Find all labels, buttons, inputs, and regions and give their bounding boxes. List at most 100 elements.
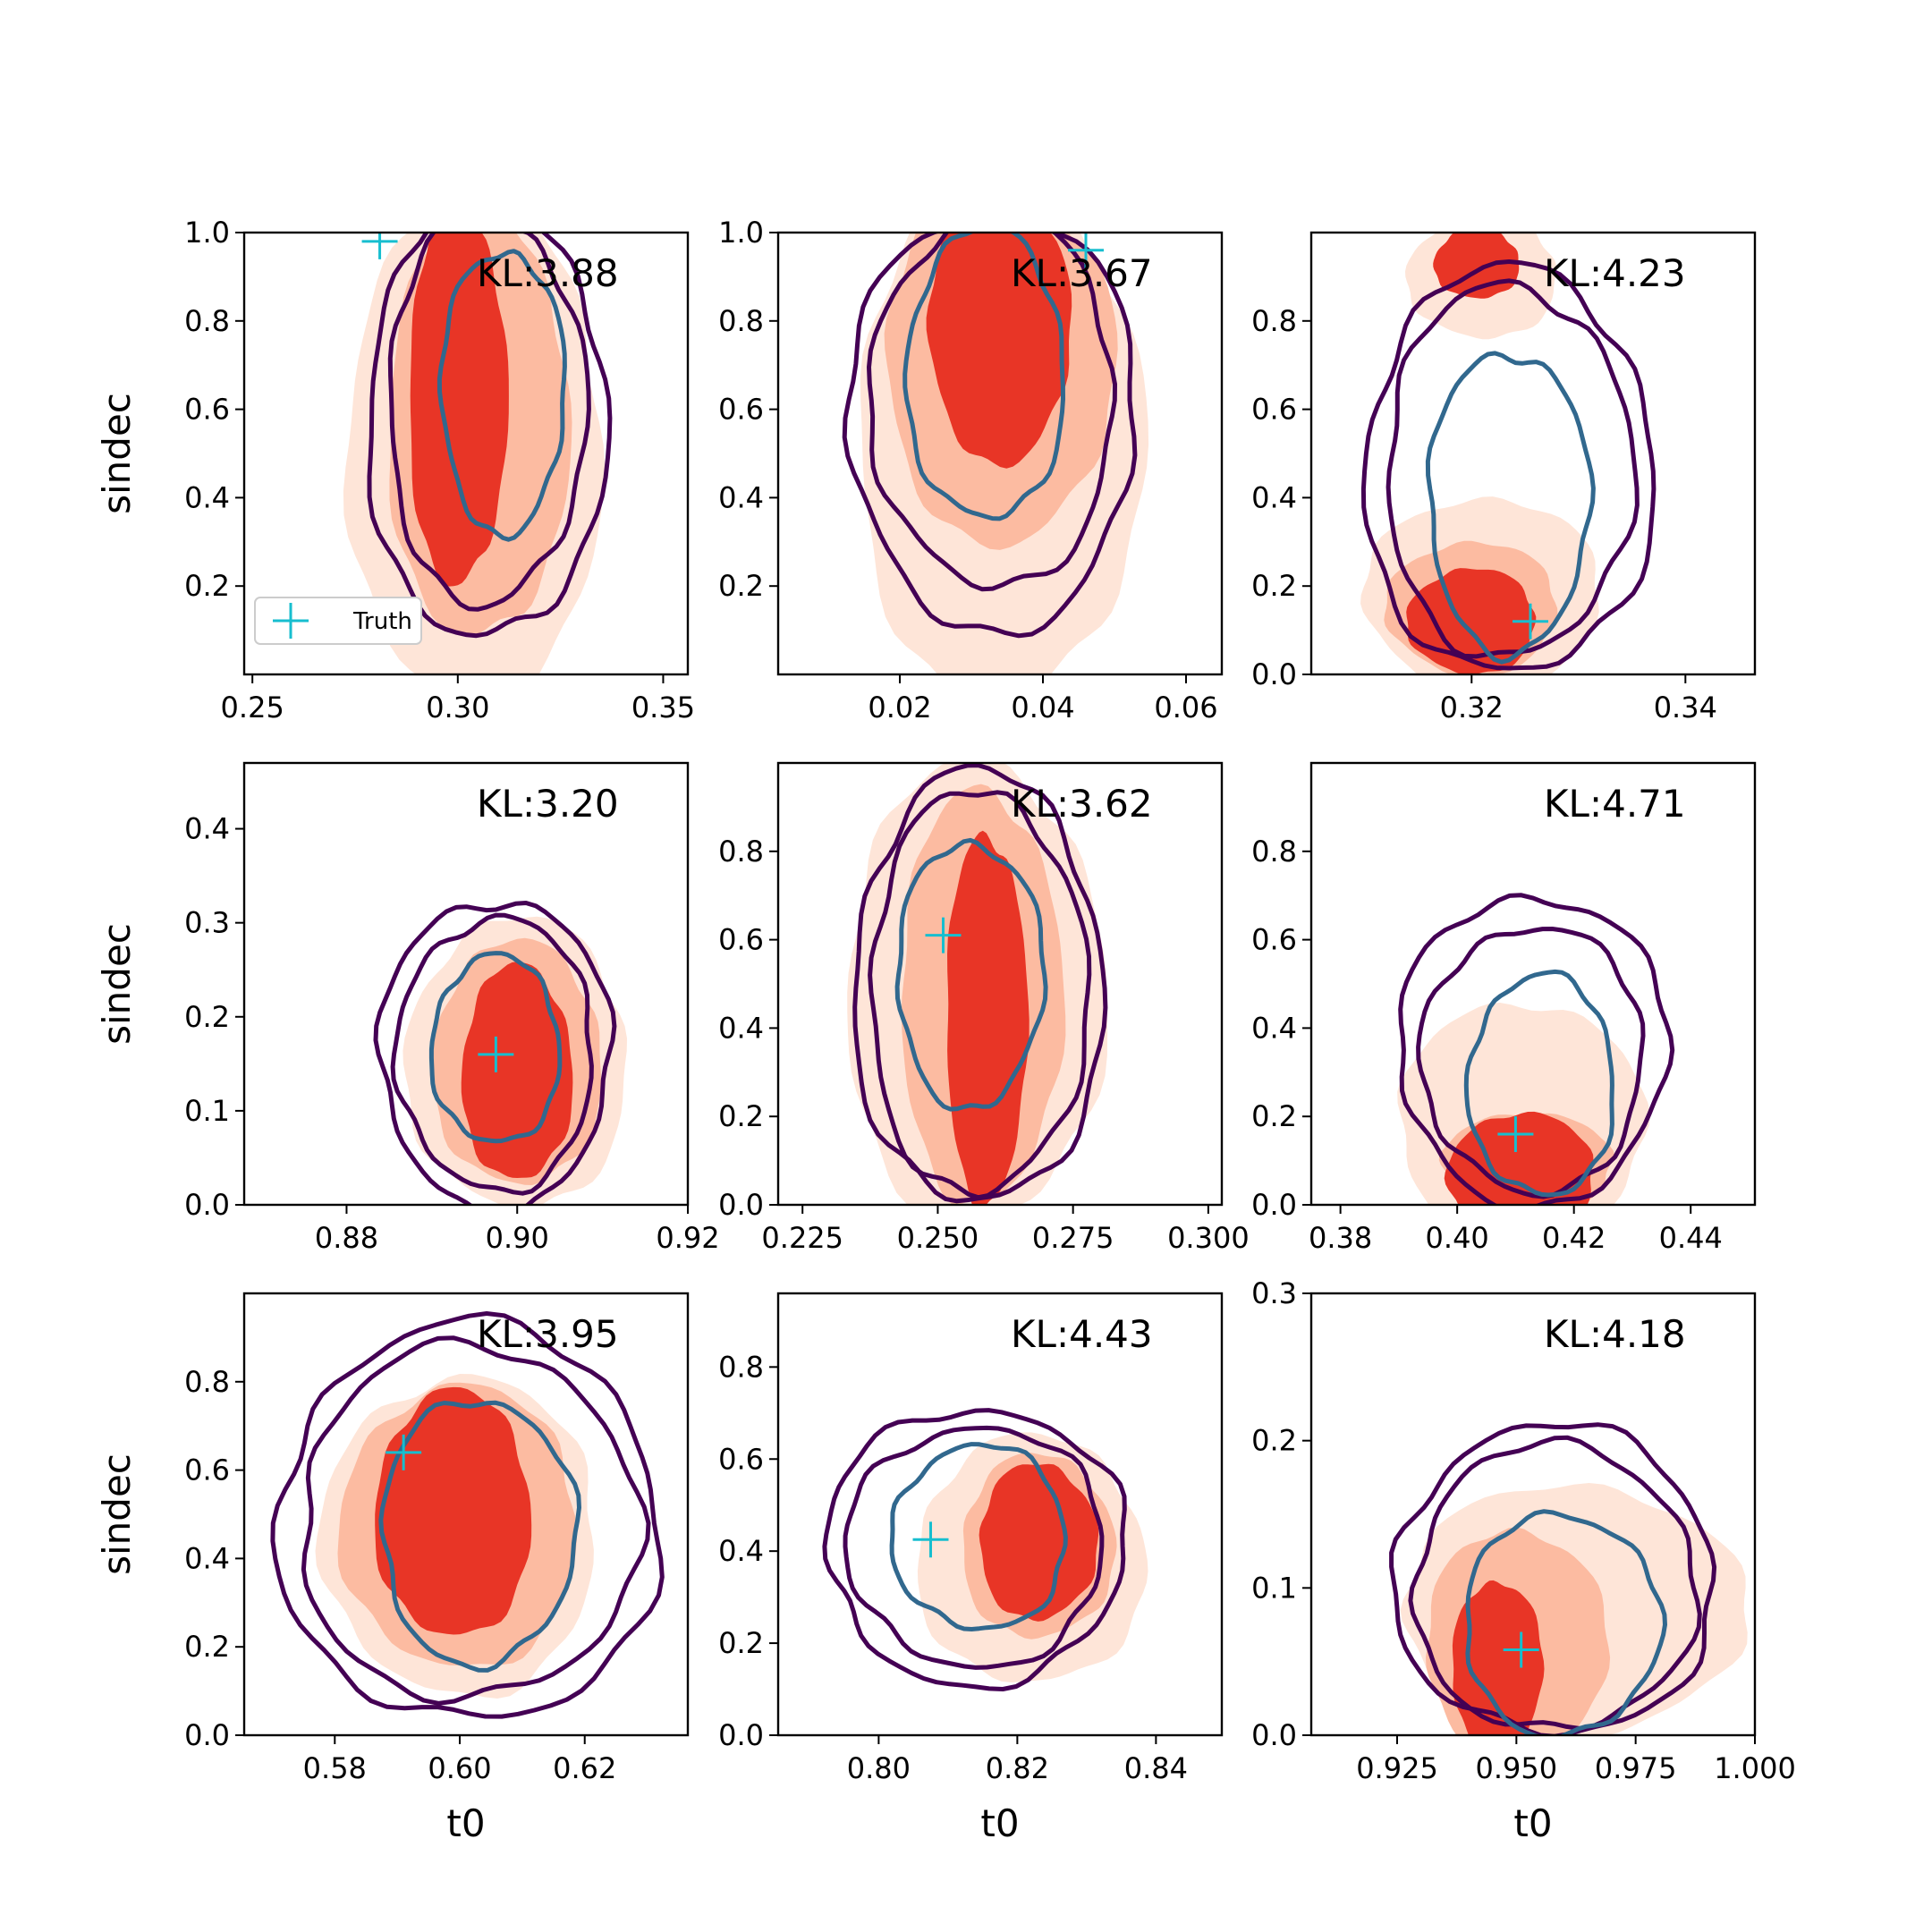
y-tick-label: 0.6 <box>184 393 230 427</box>
subplot-5: 0.225 0.250 0.275 0.300 0.0 0.2 0.4 0.6 0.8 KL:3.… <box>718 761 1250 1255</box>
y-tick-label: 0.4 <box>1251 1011 1297 1045</box>
kl-annotation: KL:3.88 <box>477 251 619 295</box>
y-tick-label: 0.1 <box>184 1094 230 1128</box>
truth-marker <box>1068 233 1104 268</box>
filled-contour-level-2 <box>461 962 573 1178</box>
x-tick-label: 0.90 <box>486 1221 549 1255</box>
subplot-8: 0.80 0.82 0.84 0.0 0.2 0.4 0.6 0.8 KL:4.43 t0 <box>718 1292 1224 1845</box>
axes-frame <box>776 1292 1224 1737</box>
contour-line-2 <box>301 1335 651 1706</box>
x-tick-label: 0.58 <box>303 1751 367 1785</box>
x-tick-label: 0.30 <box>426 691 489 724</box>
x-axis-label: t0 <box>1513 1801 1552 1845</box>
x-tick-label: 0.62 <box>553 1751 616 1785</box>
truth-marker <box>361 233 398 259</box>
x-tick-label: 0.88 <box>315 1221 378 1255</box>
x-tick-label: 0.82 <box>986 1751 1049 1785</box>
contour-line-3 <box>1425 351 1596 665</box>
contour-line-3 <box>1465 1509 1667 1735</box>
y-tick-label: 0.2 <box>1251 1424 1297 1458</box>
contour-line-2 <box>843 1425 1105 1670</box>
plot-area <box>1360 233 1657 674</box>
y-tick-label: 0.8 <box>718 304 764 338</box>
truth-marker <box>386 1434 422 1470</box>
y-tick-label: 0.4 <box>1251 480 1297 514</box>
x-tick-label: 0.02 <box>868 691 931 724</box>
y-axis-label: sindec <box>95 923 139 1045</box>
y-tick-label: 0.2 <box>184 1630 230 1664</box>
y-tick-label: 0.8 <box>718 1350 764 1384</box>
x-tick-label: 0.300 <box>1167 1221 1250 1255</box>
truth-marker <box>1513 603 1549 640</box>
axes-frame <box>1309 231 1757 676</box>
x-tick-label: 0.38 <box>1309 1221 1372 1255</box>
contour-line-2 <box>387 233 591 612</box>
contour-line-3 <box>889 1442 1068 1631</box>
y-tick-label: 0.8 <box>184 304 230 338</box>
x-tick-label: 0.250 <box>897 1221 979 1255</box>
y-axis-label: sindec <box>95 393 139 514</box>
legend-label: Truth <box>352 608 412 635</box>
y-tick-label: 0.2 <box>718 1099 764 1133</box>
y-tick-label: 0.8 <box>1251 835 1297 869</box>
kl-annotation: KL:3.62 <box>1011 782 1153 826</box>
y-tick-label: 0.0 <box>1251 1188 1297 1222</box>
contour-line-1 <box>842 233 1138 639</box>
y-tick-label: 0.6 <box>184 1453 230 1487</box>
y-tick-label: 0.4 <box>184 1541 230 1575</box>
y-tick-label: 0.4 <box>718 1011 764 1045</box>
contour-line-2 <box>390 912 594 1196</box>
x-tick-label: 0.950 <box>1476 1751 1558 1785</box>
axes-frame <box>1309 1292 1757 1737</box>
kl-annotation: KL:3.95 <box>477 1312 619 1356</box>
contour-line-1 <box>852 763 1108 1204</box>
axes-frame <box>242 231 690 676</box>
y-tick-label: 0.2 <box>184 1000 230 1034</box>
filled-contour-level-2 <box>947 830 1030 1205</box>
kl-annotation: KL:3.20 <box>477 782 619 826</box>
kl-annotation: KL:4.18 <box>1544 1312 1686 1356</box>
kl-annotation: KL:4.71 <box>1544 782 1686 826</box>
y-tick-label: 0.0 <box>718 1188 764 1222</box>
y-tick-label: 0.8 <box>184 1365 230 1399</box>
y-tick-label: 0.6 <box>1251 393 1297 427</box>
contour-line-1 <box>822 1408 1127 1691</box>
filled-contour-level-2 <box>926 233 1072 469</box>
kl-annotation: KL:3.67 <box>1011 251 1153 295</box>
contour-line-3 <box>1463 969 1614 1198</box>
contour-line-1 <box>1398 893 1675 1205</box>
x-axis-label: t0 <box>446 1801 485 1845</box>
x-tick-label: 0.06 <box>1154 691 1217 724</box>
axes-frame <box>776 761 1224 1207</box>
y-tick-label: 0.0 <box>1251 1718 1297 1752</box>
contour-line-3 <box>428 951 563 1144</box>
x-tick-label: 0.44 <box>1659 1221 1723 1255</box>
x-tick-label: 1.000 <box>1714 1751 1796 1785</box>
legend: Truth <box>254 597 422 645</box>
y-tick-label: 0.6 <box>718 923 764 957</box>
x-tick-label: 0.925 <box>1356 1751 1438 1785</box>
truth-marker <box>478 1036 514 1072</box>
axes-frame <box>242 761 690 1207</box>
y-tick-label: 0.2 <box>184 569 230 603</box>
plot-area <box>343 233 613 674</box>
truth-marker <box>1497 1115 1534 1152</box>
y-tick-label: 0.0 <box>184 1188 230 1222</box>
contour-line-1 <box>1360 259 1657 671</box>
axes-frame <box>1309 761 1757 1207</box>
x-tick-label: 0.84 <box>1124 1751 1188 1785</box>
kl-annotation: KL:4.23 <box>1544 251 1686 295</box>
y-tick-label: 0.0 <box>718 1718 764 1752</box>
y-tick-label: 0.4 <box>718 480 764 514</box>
y-tick-label: 0.6 <box>718 393 764 427</box>
truth-marker <box>1503 1631 1539 1668</box>
plot-area <box>1397 893 1675 1205</box>
truth-marker <box>925 917 962 953</box>
filled-contour-level-2 <box>1444 1111 1594 1205</box>
x-tick-label: 0.32 <box>1440 691 1504 724</box>
plot-area <box>822 1408 1148 1691</box>
y-tick-label: 0.2 <box>1251 1099 1297 1133</box>
plot-area <box>1389 1422 1748 1735</box>
y-axis-label: sindec <box>95 1453 139 1575</box>
filled-contour-level-2 <box>410 233 509 587</box>
